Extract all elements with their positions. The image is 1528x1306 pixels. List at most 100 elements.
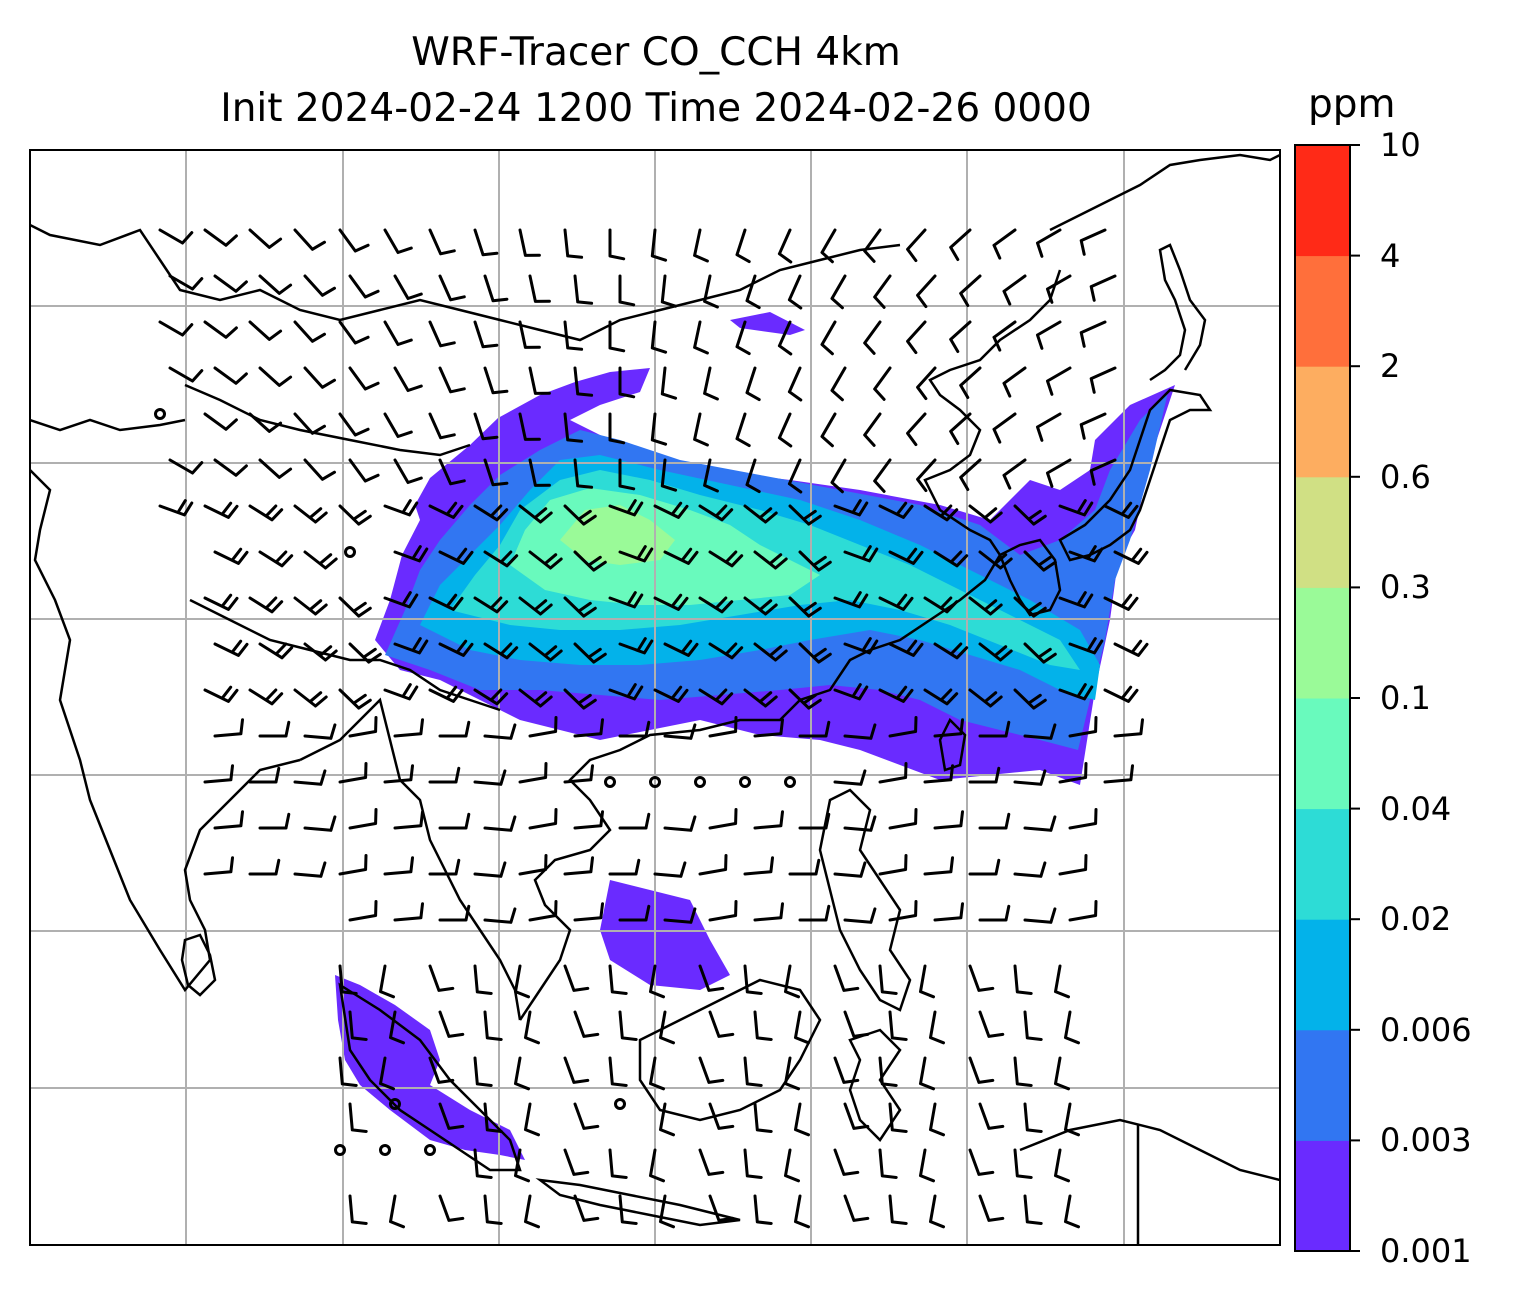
wind-barb [608,683,644,701]
wind-barb [393,637,429,655]
wind-barb [788,858,821,876]
wind-barb [888,716,918,738]
wind-barb [168,458,204,475]
wind-barb [660,366,678,400]
wind-barb [660,458,678,492]
calm-wind-marker [424,1144,436,1156]
wind-barb [293,596,328,616]
wind-barb [1068,900,1098,922]
wind-barb [608,1056,628,1087]
wind-barb [379,964,395,999]
wind-barb [258,274,293,295]
wind-barb [1036,412,1062,442]
wind-barb [753,718,784,738]
wind-barb [873,458,892,493]
wind-barb [483,723,517,740]
wind-barb [1023,1010,1043,1041]
wind-barb [703,366,719,401]
wind-barb [693,412,709,447]
wind-barb [820,228,837,264]
wind-barb [968,1056,995,1084]
wind-barb [338,854,368,876]
wind-barb [1054,964,1070,999]
wind-barb [949,320,972,353]
wind-barb [794,1102,810,1137]
wind-barb [438,547,474,565]
wind-barb [660,274,678,308]
wind-barb [959,458,982,491]
wind-barb [787,366,803,402]
wind-barb [830,274,847,310]
wind-barb [473,769,507,786]
wind-barb [393,274,423,300]
map-frame [29,149,1281,1246]
wind-barb [514,1148,530,1183]
wind-barb [514,964,530,999]
wind-barb [608,499,644,517]
wind-barb [843,815,877,832]
wind-barb [933,902,964,922]
wind-barb [573,1102,600,1130]
wind-barb [1068,545,1104,563]
wind-barb [483,550,519,568]
wind-barb [608,1148,628,1179]
wind-barb [788,596,822,618]
wind-barb [608,320,626,353]
wind-barb [878,685,914,703]
wind-barb [843,907,877,924]
wind-barb [428,964,455,992]
wind-barb [1046,274,1072,304]
wind-barb [303,366,336,389]
wind-barb [820,320,837,356]
wind-barb [213,810,244,830]
wind-barb [978,550,1013,570]
colorbar-swatch [1295,255,1350,367]
wind-barb [1058,762,1088,784]
wind-barb [248,504,284,522]
colorbar-tick-label: 10 [1380,126,1421,164]
wind-barb [348,900,378,922]
wind-barb [794,1010,810,1045]
wind-barb [968,858,1001,876]
wind-barb [830,366,847,402]
wind-barb [708,900,738,922]
wind-barb [888,547,924,565]
wind-barb [933,642,969,660]
wind-barb [698,1056,725,1084]
coastline-indochina [518,648,871,1021]
coastline-java [535,1178,741,1227]
plume-level-0d [335,975,525,1160]
wind-barb [168,366,204,383]
wind-barb [1023,642,1057,664]
wind-barb [933,718,964,738]
wind-barb [428,685,464,703]
wind-barb [753,1102,773,1133]
colorbar-swatch [1295,145,1350,257]
wind-barb [483,1194,503,1225]
wind-barb [1079,228,1107,256]
wind-barb [663,547,699,565]
wind-barb [389,1010,405,1045]
wind-barb [708,1010,735,1038]
wind-barb [1013,769,1047,786]
wind-barb [1046,458,1072,488]
wind-barb [248,766,281,784]
plume-level-0c [600,880,730,990]
coastline-sumatra [338,982,522,1172]
coastline-china [869,269,1062,652]
wind-barb [708,1102,735,1130]
colorbar-tick-label: 0.001 [1380,1232,1472,1270]
wind-barb [1036,228,1062,258]
wind-barb [303,723,337,740]
wind-barb [650,412,668,446]
wind-barb [528,808,558,830]
wind-barb [777,320,793,356]
wind-barb [949,412,972,445]
wind-barb [303,458,336,481]
wind-barb [906,412,927,447]
wind-barb [1089,274,1117,302]
wind-barb [524,1010,540,1045]
border-inland [30,223,901,342]
colorbar-swatch [1295,366,1350,478]
wind-barb [618,274,636,307]
